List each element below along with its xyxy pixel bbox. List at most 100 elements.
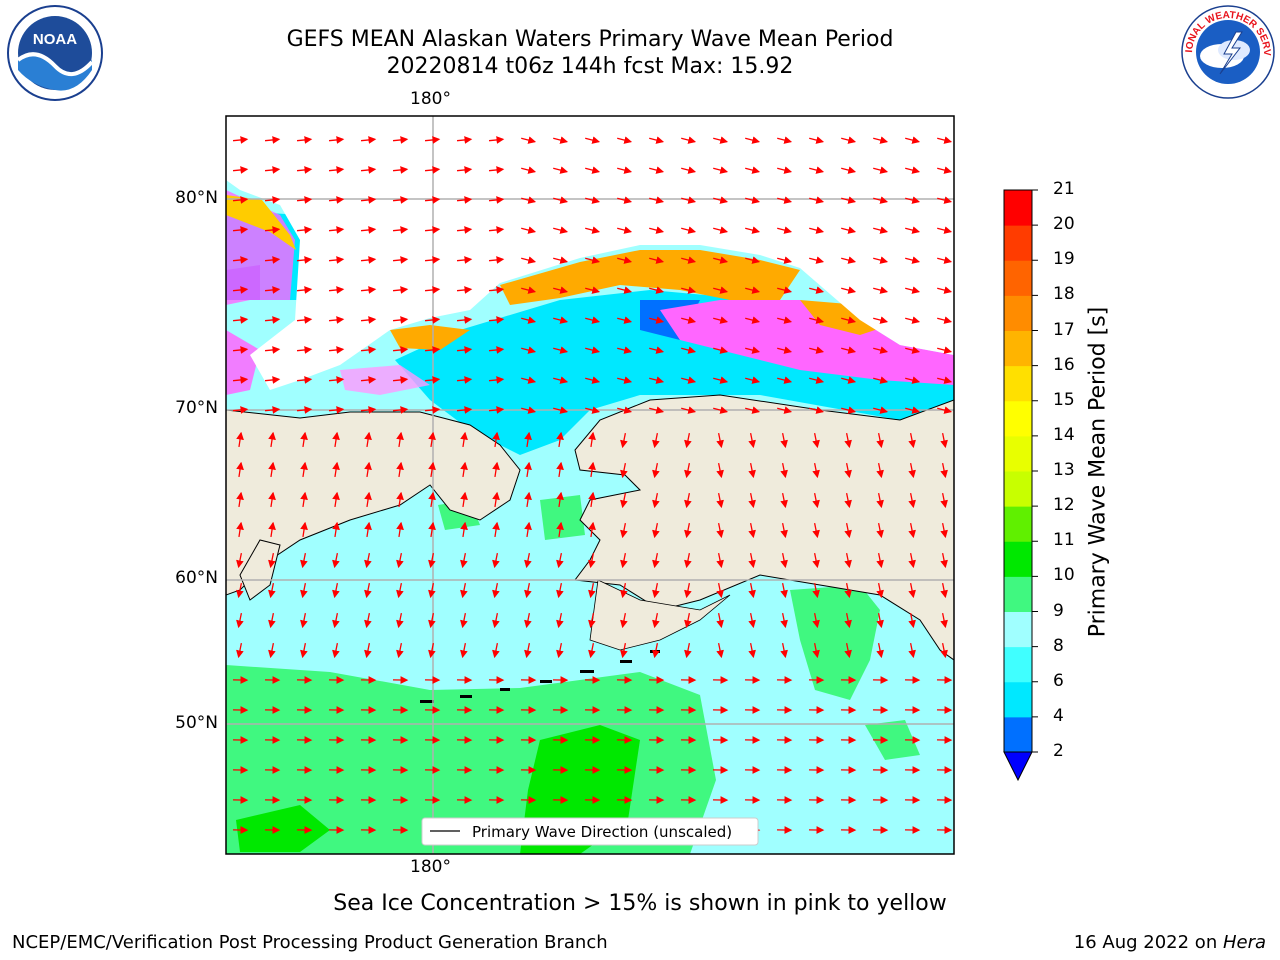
wave-arrow — [876, 433, 884, 449]
wave-arrow — [745, 166, 761, 174]
wave-arrow — [841, 316, 857, 324]
wave-arrow — [716, 523, 724, 539]
wave-arrow — [780, 523, 788, 539]
wave-arrow — [392, 346, 409, 354]
wave-arrow — [905, 136, 921, 144]
wave-arrow — [296, 136, 313, 144]
wave-arrow — [876, 643, 884, 659]
wave-arrow — [332, 643, 340, 659]
wave-arrow — [392, 286, 409, 294]
wave-arrow — [745, 136, 761, 144]
wave-arrow — [937, 226, 953, 234]
wave-arrow — [780, 433, 788, 449]
wave-arrow — [364, 613, 372, 629]
wave-arrow — [588, 461, 596, 478]
wave-arrow — [424, 196, 441, 204]
wave-arrow — [649, 196, 665, 204]
wave-arrow — [332, 553, 340, 569]
wave-arrow — [681, 406, 697, 414]
wave-arrow — [905, 196, 921, 204]
wave-arrow — [232, 226, 249, 234]
nws-logo: NATIONAL WEATHER SERVICE — [1178, 2, 1275, 99]
wave-arrow — [713, 286, 729, 294]
wave-arrow — [748, 613, 756, 629]
wave-arrow — [328, 226, 345, 234]
wave-arrow — [232, 376, 249, 384]
wave-arrow — [553, 346, 569, 354]
wave-arrow — [681, 226, 697, 234]
wave-arrow — [873, 226, 889, 234]
wave-arrow — [332, 613, 340, 629]
colorbar-segment — [1004, 471, 1032, 507]
colorbar-segment — [1004, 400, 1032, 437]
wave-arrow — [396, 643, 404, 659]
wave-arrow — [492, 491, 500, 508]
wave-arrow — [300, 643, 308, 659]
wave-arrow — [396, 553, 404, 569]
wave-arrow — [777, 286, 793, 294]
wave-arrow — [492, 553, 500, 569]
colorbar-tick-label: 4 — [1053, 705, 1064, 726]
wave-arrow — [713, 226, 729, 234]
wave-arrow — [940, 583, 948, 599]
wave-arrow — [620, 613, 628, 629]
wave-arrow — [620, 643, 628, 659]
wave-arrow — [905, 256, 921, 264]
sea-ice-caption: Sea Ice Concentration > 15% is shown in … — [333, 891, 947, 916]
wave-arrow — [809, 406, 825, 414]
colorbar — [1003, 189, 1038, 782]
wave-arrow — [300, 461, 308, 478]
wave-arrow — [588, 613, 596, 629]
wave-arrow — [585, 346, 601, 354]
wave-arrow — [841, 226, 857, 234]
wave-arrow — [460, 613, 468, 629]
wave-arrow — [424, 316, 441, 324]
wave-arrow — [841, 376, 857, 384]
wave-arrow — [364, 553, 372, 569]
colorbar-segment — [1004, 506, 1032, 542]
wave-arrow — [300, 491, 308, 508]
sea-ice-pink — [660, 300, 954, 385]
wave-arrow — [236, 643, 244, 659]
wave-arrow — [780, 463, 788, 479]
wave-arrow — [748, 643, 756, 659]
wave-arrow — [812, 523, 820, 539]
wave-arrow — [873, 256, 889, 264]
wave-arrow — [844, 613, 852, 629]
lat-label-80: 80°N — [175, 188, 218, 208]
wave-arrow — [392, 166, 409, 174]
period-9-10-gulf — [790, 585, 880, 700]
wave-arrow — [617, 286, 633, 294]
wave-arrow — [396, 491, 404, 508]
wave-arrow — [268, 491, 276, 508]
wave-arrow — [716, 433, 724, 449]
wave-arrow — [585, 166, 601, 174]
wave-arrow — [488, 196, 505, 204]
wave-arrow — [937, 286, 953, 294]
wave-arrow — [524, 613, 532, 629]
wave-arrow — [745, 286, 761, 294]
wave-arrow — [873, 286, 889, 294]
wave-arrow — [553, 196, 569, 204]
colorbar-tick-label: 10 — [1053, 565, 1075, 586]
wave-arrow — [332, 583, 340, 599]
wave-arrow — [684, 583, 692, 599]
wave-arrow — [264, 166, 281, 174]
wave-arrow — [521, 226, 537, 234]
lat-label-70: 70°N — [175, 398, 218, 418]
wave-arrow — [652, 433, 660, 449]
wave-arrow — [937, 136, 953, 144]
wave-arrow — [588, 431, 596, 448]
wave-arrow — [652, 613, 660, 629]
wave-arrow — [556, 613, 564, 629]
wave-arrow — [873, 136, 889, 144]
wave-arrow — [521, 196, 537, 204]
wave-arrow — [264, 376, 281, 384]
wave-arrow — [777, 256, 793, 264]
wave-arrow — [553, 226, 569, 234]
wave-arrow — [780, 643, 788, 659]
wave-arrow — [492, 521, 500, 538]
wave-arrow — [905, 166, 921, 174]
wave-arrow — [456, 166, 473, 174]
wave-arrow — [937, 406, 953, 414]
